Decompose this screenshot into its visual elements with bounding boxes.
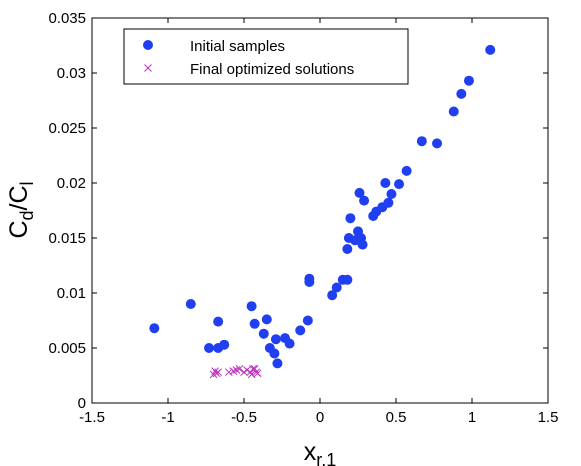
x-marker-stroke: [224, 368, 233, 377]
y-axis-label-c: C: [5, 220, 33, 238]
data-point-initial-sample: [342, 274, 353, 285]
data-point-initial-sample: [149, 323, 160, 334]
data-point-initial-sample: [357, 239, 368, 250]
data-point-initial-sample: [359, 195, 370, 206]
x-axis-label-main: x: [304, 438, 317, 466]
data-point-initial-sample: [272, 358, 283, 369]
legend-box: [123, 28, 409, 85]
x-axis-label: xr,1: [304, 438, 337, 466]
data-point-initial-sample: [213, 316, 224, 327]
x-marker-stroke: [243, 366, 251, 374]
y-axis-label: Cd/Cl: [5, 181, 37, 238]
data-point-initial-sample: [386, 189, 397, 199]
data-point-initial-sample: [304, 273, 315, 284]
data-point-initial-sample: [331, 282, 342, 293]
data-point-initial-sample: [416, 136, 427, 147]
y-tick-label: 0.035: [48, 10, 86, 27]
data-point-initial-sample: [204, 343, 215, 353]
data-point-optimized-solution: [214, 368, 223, 377]
data-point-optimized-solution: [253, 369, 262, 378]
data-point-initial-sample: [261, 314, 272, 325]
x-marker-stroke: [250, 365, 259, 373]
axis-ticks: -1.5 -1 -0.5 0 0.5 1 1.5 0 0.005 0.01 0.015 0.02 0.0…: [48, 10, 558, 426]
x-tick-label: 0: [316, 409, 324, 426]
data-point-initial-sample: [432, 138, 443, 149]
data-point-initial-sample: [354, 187, 365, 198]
data-point-initial-sample: [258, 328, 269, 339]
data-point-initial-sample: [219, 339, 230, 350]
x-tick-label: 1.5: [538, 409, 559, 426]
data-point-optimized-solution: [224, 368, 233, 377]
y-tick-label: 0.005: [48, 340, 86, 357]
x-marker-stroke: [144, 64, 152, 72]
legend: Initial samples Final optimized solution…: [123, 28, 409, 85]
data-point-initial-sample: [302, 315, 313, 326]
legend-label-initial-samples: Initial samples: [190, 38, 285, 55]
x-tick-label: 1: [468, 409, 476, 426]
data-point-initial-sample: [327, 290, 338, 301]
y-tick-label: 0.03: [57, 65, 86, 82]
data-point-initial-sample: [456, 88, 467, 99]
y-axis-label-slash-c: /C: [5, 185, 33, 210]
data-point-initial-sample: [246, 301, 257, 312]
data-point-initial-sample: [185, 299, 196, 309]
y-axis-label-sub-d: d: [17, 210, 37, 220]
x-tick-label: 0.5: [386, 409, 407, 426]
legend-marker-final-solutions: [144, 64, 152, 72]
y-axis-label-sub-l: l: [17, 181, 37, 185]
data-point-initial-sample: [383, 197, 394, 208]
x-tick-label: -1: [161, 409, 174, 426]
data-point-optimized-solution: [247, 370, 256, 379]
data-point-initial-sample: [270, 334, 281, 345]
data-point-initial-sample: [448, 106, 459, 117]
y-tick-label: 0.015: [48, 230, 86, 247]
data-point-optimized-solution: [235, 365, 244, 373]
data-point-initial-sample: [394, 179, 405, 190]
data-point-initial-sample: [269, 348, 280, 359]
y-tick-label: 0.02: [57, 175, 86, 192]
x-axis-label-subscript: r,1: [316, 450, 336, 466]
legend-marker-initial-samples: [143, 40, 153, 50]
legend-label-final-solutions: Final optimized solutions: [190, 61, 354, 78]
x-marker-stroke: [253, 369, 262, 378]
x-tick-label: -0.5: [231, 409, 257, 426]
data-point-initial-sample: [342, 244, 353, 254]
x-marker-stroke: [235, 365, 244, 373]
data-marks: [149, 44, 496, 379]
data-point-initial-sample: [463, 75, 474, 86]
data-point-initial-sample: [345, 213, 356, 224]
data-point-initial-sample: [295, 325, 306, 336]
x-marker-stroke: [247, 370, 256, 379]
data-point-initial-sample: [485, 44, 496, 55]
data-point-initial-sample: [401, 165, 412, 176]
y-tick-label: 0.025: [48, 120, 86, 137]
x-marker-stroke: [214, 368, 223, 377]
y-tick-label: 0.01: [57, 285, 86, 302]
data-point-initial-sample: [380, 178, 391, 188]
y-tick-label: 0: [78, 395, 86, 412]
data-point-initial-sample: [249, 318, 260, 329]
data-point-initial-sample: [284, 338, 295, 349]
x-tick-label: -1.5: [79, 409, 105, 426]
